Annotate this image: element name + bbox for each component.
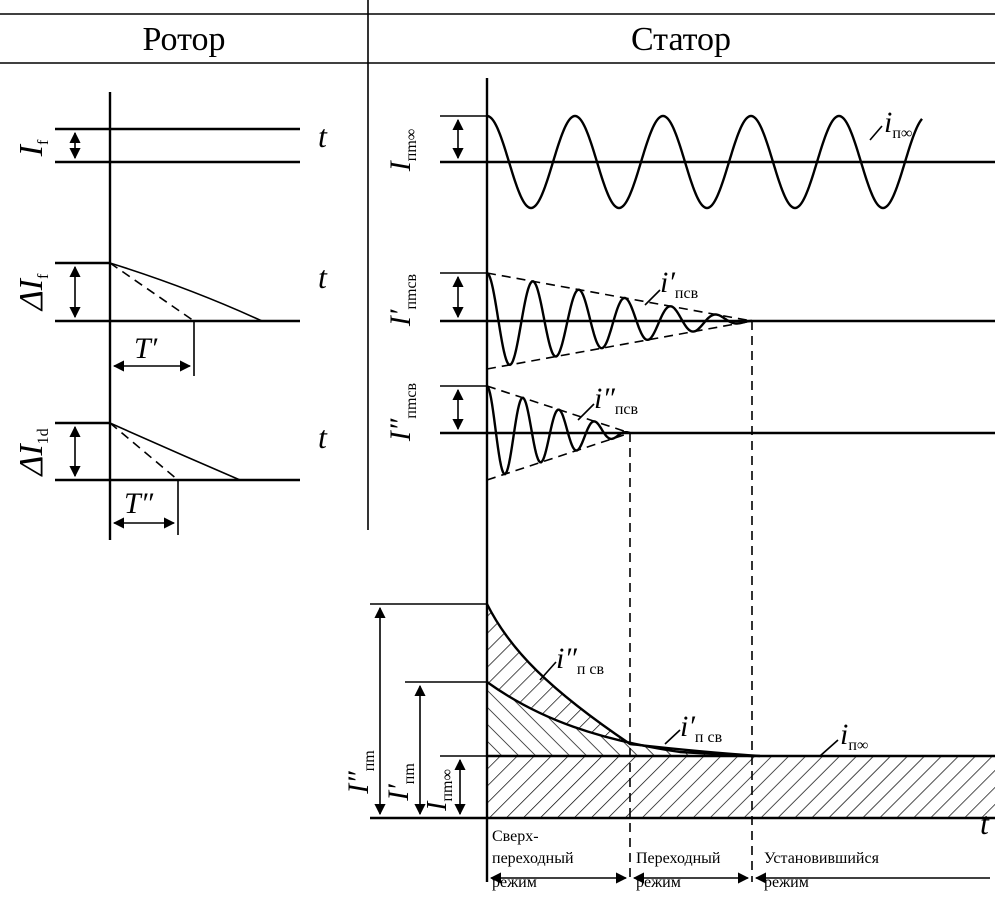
transient-damped-wave [486, 271, 752, 367]
env-inm2-label: I″пm [342, 750, 378, 795]
env-inm-inf-label: Iпm∞ [422, 769, 456, 812]
supertransient-damped-wave [486, 385, 631, 476]
rotor-t-2: t [318, 259, 328, 295]
stator-i-inf-label: iп∞ [884, 106, 912, 142]
env-i-sv1-label: i′п св [680, 710, 723, 746]
svg-text:Iпm∞: Iпm∞ [384, 129, 420, 172]
stator-i-sv1-label: i′псв [660, 266, 699, 302]
rotor-tdprime-label: T″ [124, 487, 154, 520]
stator-header: Статор [631, 21, 731, 58]
rotor-t-1: t [318, 118, 328, 154]
steady-sinusoid [486, 114, 923, 210]
svg-text:I′пm: I′пm [382, 763, 418, 802]
rotor-di1d-label: ΔI1d [13, 428, 52, 477]
svg-text:I″пmсв: I″пmсв [384, 382, 420, 442]
rotor-t-3: t [318, 419, 328, 455]
header-table: Ротор Статор [0, 0, 995, 530]
env-i-inf-label: iп∞ [840, 718, 868, 754]
regime-supertransient-1: Сверх- [492, 828, 539, 845]
svg-text:ΔIf: ΔIf [13, 273, 52, 312]
svg-text:I″пm: I″пm [342, 750, 378, 795]
regime-steady-1: Установившийся [764, 850, 880, 867]
env-i-sv2-label: i″п св [556, 642, 605, 678]
rotor-dif-label: ΔIf [13, 273, 52, 312]
regime-transient-2: режим [636, 874, 681, 891]
regime-transient-1: Переходный [636, 850, 721, 867]
regime-supertransient-3: режим [492, 874, 537, 891]
svg-text:ΔI1d: ΔI1d [13, 428, 52, 477]
svg-text:If: If [13, 139, 52, 157]
rotor-if-label: If [13, 139, 52, 157]
envelope-panel: I″пm I′пm Iпm∞ i″п св i′п св iп∞ t [342, 603, 995, 841]
env-t-label: t [980, 805, 990, 841]
rotor-tprime-label: T′ [134, 332, 158, 365]
svg-text:I′пmсв: I′пmсв [384, 273, 420, 327]
regime-supertransient-2: переходный [492, 850, 574, 867]
stator-inm-sv2-label: I″пmсв [384, 382, 420, 442]
stator-inm-sv1-label: I′пmсв [384, 273, 420, 327]
env-inm1-label: I′пm [382, 763, 418, 802]
rotor-panel: If t T′ ΔIf t T″ ΔI1d t [13, 92, 328, 540]
stator-inm-inf-label: Iпm∞ [384, 129, 420, 172]
regime-steady-2: режим [764, 874, 809, 891]
regime-labels: Сверх- переходный режим Переходный режим… [489, 828, 990, 891]
svg-text:Iпm∞: Iпm∞ [422, 769, 456, 812]
stator-i-sv2-label: i″псв [594, 382, 639, 418]
rotor-header: Ротор [142, 21, 225, 58]
stator-panel: Iпm∞ iп∞ I′пmсв i′псв I″пmсв i″псв [384, 78, 995, 882]
